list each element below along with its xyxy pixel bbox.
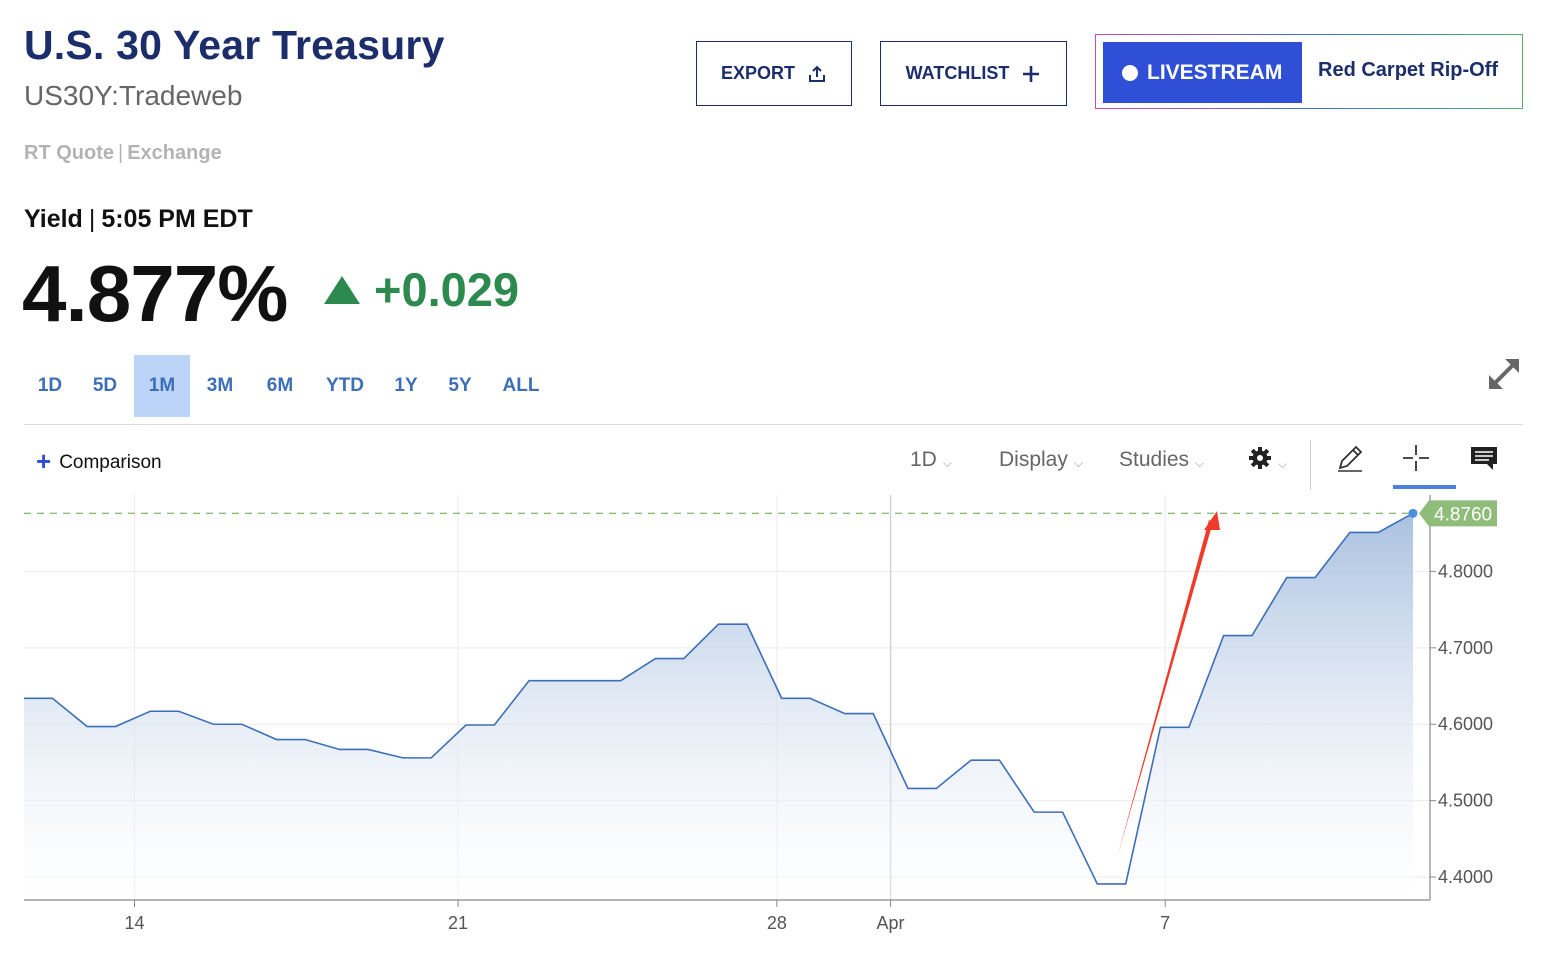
chart-axes: 4.8000 4.7000 4.6000 4.5000 4.4000 14 21 28 Apr 7 — [24, 495, 1493, 933]
x-tick-label: 7 — [1160, 913, 1170, 933]
quote-time: 5:05 PM EDT — [101, 205, 253, 233]
range-tab-5y[interactable]: 5Y — [448, 375, 472, 396]
studies-label: Studies — [1119, 448, 1190, 471]
range-tab-6m[interactable]: 6M — [266, 375, 294, 396]
studies-dropdown[interactable]: Studies ⌵ — [1119, 448, 1204, 472]
chart-area-fill — [24, 513, 1413, 900]
y-tick-label: 4.5000 — [1438, 791, 1493, 811]
toolbar-separator — [1310, 440, 1311, 490]
range-tab-1y[interactable]: 1Y — [394, 375, 418, 396]
interval-dropdown[interactable]: 1D ⌵ — [910, 448, 952, 472]
price-change: +0.029 — [324, 262, 519, 317]
gear-icon — [1248, 446, 1272, 476]
interval-label: 1D — [910, 448, 937, 471]
share-icon — [807, 64, 827, 84]
livestream-banner: LIVESTREAM Red Carpet Rip-Off — [1095, 34, 1523, 109]
livestream-label: LIVESTREAM — [1147, 60, 1283, 84]
chevron-down-icon: ⌵ — [942, 455, 952, 470]
y-tick-label: 4.8000 — [1438, 561, 1493, 581]
arrow-shaft — [1117, 520, 1213, 858]
crosshair-icon — [1401, 443, 1431, 478]
comment-button[interactable] — [1461, 440, 1507, 480]
y-tick-label: 4.4000 — [1438, 867, 1493, 887]
range-tab-1d[interactable]: 1D — [37, 375, 63, 396]
y-tick-label: 4.6000 — [1438, 714, 1493, 734]
expand-icon[interactable] — [1485, 355, 1523, 393]
last-price: 4.877% — [22, 249, 288, 338]
quote-exchange: Exchange — [127, 142, 222, 164]
y-tick-label: 4.7000 — [1438, 638, 1493, 658]
plus-icon — [1021, 64, 1041, 84]
quote-type: RT Quote — [24, 142, 114, 164]
chevron-down-icon: ⌵ — [1073, 455, 1083, 470]
quote-header: Yield | 5:05 PM EDT — [24, 205, 253, 234]
quote-source: RT Quote | Exchange — [24, 142, 222, 165]
display-dropdown[interactable]: Display ⌵ — [999, 448, 1083, 472]
quote-header-separator: | — [88, 205, 96, 233]
comparison-label: Comparison — [59, 452, 162, 473]
livestream-show-title[interactable]: Red Carpet Rip-Off — [1318, 59, 1498, 81]
x-tick-label: 28 — [767, 913, 787, 933]
export-button[interactable]: EXPORT — [696, 41, 852, 106]
comparison-button[interactable]: + Comparison — [36, 448, 162, 474]
symbol-label: US30Y:Tradeweb — [24, 80, 243, 111]
yield-label: Yield — [24, 205, 83, 233]
range-tab-3m[interactable]: 3M — [206, 375, 234, 396]
live-dot-icon — [1122, 64, 1138, 81]
export-label: EXPORT — [720, 63, 795, 83]
pencil-icon — [1334, 442, 1366, 479]
last-value-badge: 4.8760 — [1408, 500, 1497, 527]
chart-annotation-arrow — [1117, 511, 1220, 858]
active-tool-indicator — [1393, 485, 1456, 489]
chevron-down-icon: ⌵ — [1278, 456, 1288, 471]
x-tick-label: 21 — [448, 913, 468, 933]
watchlist-label: WATCHLIST — [905, 63, 1010, 83]
watchlist-button[interactable]: WATCHLIST — [880, 41, 1067, 106]
range-tab-1m[interactable]: 1M — [134, 355, 190, 417]
plus-icon: + — [36, 446, 52, 476]
range-tab-all[interactable]: ALL — [502, 375, 540, 396]
last-point — [1408, 508, 1418, 518]
page-title: U.S. 30 Year Treasury — [24, 22, 445, 68]
settings-dropdown[interactable]: ⌵ — [1248, 446, 1287, 476]
change-value: +0.029 — [374, 263, 520, 316]
livestream-button[interactable]: LIVESTREAM — [1103, 42, 1302, 103]
comment-icon — [1469, 444, 1499, 477]
range-tabs: 1D 5D 1M 3M 6M YTD 1Y 5Y ALL — [24, 355, 554, 417]
x-tick-label: Apr — [877, 913, 905, 933]
section-divider — [24, 424, 1523, 425]
display-label: Display — [999, 448, 1068, 471]
x-tick-label: 14 — [124, 913, 144, 933]
range-tab-5d[interactable]: 5D — [92, 375, 118, 396]
quote-separator: | — [118, 142, 124, 164]
draw-button[interactable] — [1327, 440, 1373, 480]
up-arrow-icon — [324, 275, 360, 304]
range-tab-ytd[interactable]: YTD — [326, 375, 364, 396]
chart-series-line — [24, 512, 1414, 885]
badge-shape — [1419, 500, 1497, 527]
crosshair-button[interactable] — [1393, 440, 1439, 480]
chevron-down-icon: ⌵ — [1195, 455, 1205, 470]
last-value-label: 4.8760 — [1434, 504, 1492, 525]
arrow-head — [1204, 511, 1220, 530]
